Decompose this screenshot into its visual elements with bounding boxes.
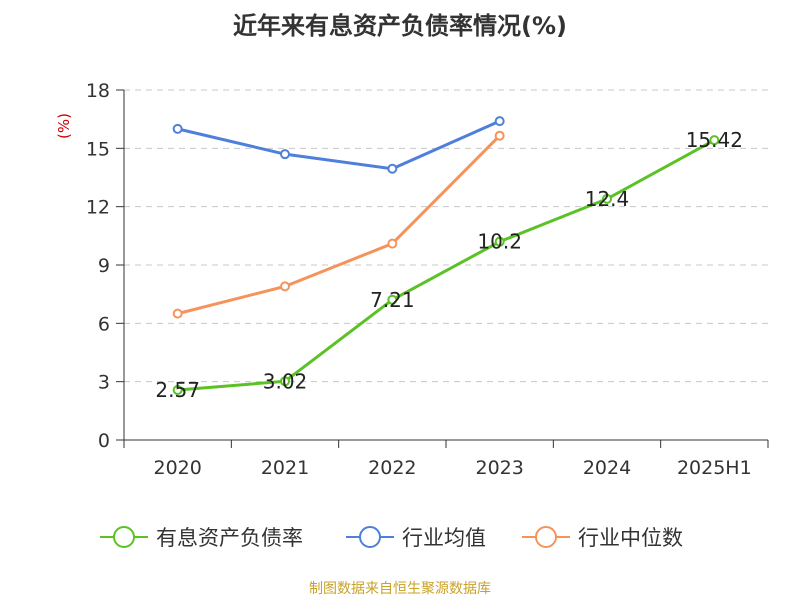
- data-point: [172, 385, 183, 396]
- x-tick-label: 2020: [153, 457, 201, 479]
- data-point: [602, 193, 612, 204]
- legend-label: 行业中位数: [578, 526, 683, 550]
- data-point: [280, 149, 290, 160]
- series-line: [177, 138, 716, 392]
- y-tick-label: 18: [86, 80, 110, 102]
- x-tick-label: 2022: [368, 457, 416, 479]
- y-tick-label: 12: [86, 197, 110, 219]
- legend-label: 有息资产负债率: [156, 526, 303, 550]
- data-point: [280, 281, 290, 292]
- data-labels: 2.57 3.02 7.21 10.2 12.4 15.42: [155, 128, 743, 402]
- data-point: [280, 376, 290, 387]
- grid-lines: [124, 89, 768, 383]
- source-note: 制图数据来自恒生聚源数据库: [309, 581, 491, 597]
- data-label: 12.4: [585, 187, 630, 211]
- data-label: 3.02: [263, 369, 308, 393]
- x-tick-label: 2025H1: [677, 457, 752, 479]
- y-tick-label: 9: [98, 255, 110, 277]
- data-point: [387, 294, 398, 305]
- data-point: [494, 116, 505, 127]
- data-point: [494, 130, 505, 141]
- data-point: [172, 123, 183, 134]
- data-label: 10.2: [477, 230, 522, 254]
- data-point: [387, 238, 398, 249]
- x-tick-label: 2024: [583, 457, 631, 479]
- series-line: [177, 119, 501, 171]
- legend-label: 行业均值: [402, 526, 486, 550]
- data-label: 2.57: [155, 378, 200, 402]
- y-tick-label: 3: [98, 372, 110, 394]
- y-tick-label: 6: [98, 313, 110, 335]
- data-label: 15.42: [686, 128, 743, 152]
- series-layer: [172, 116, 720, 396]
- y-axis-unit: (%): [55, 113, 73, 139]
- series-line: [177, 134, 501, 316]
- y-tick-label: 0: [98, 430, 110, 452]
- data-point: [387, 163, 398, 174]
- legend: 有息资产负债率 行业均值 行业中位数: [100, 526, 683, 550]
- data-point: [709, 135, 720, 146]
- chart-title: 近年来有息资产负债率情况(%): [233, 12, 567, 40]
- y-tick-label: 15: [86, 138, 110, 160]
- data-point: [172, 308, 183, 319]
- data-label: 7.21: [370, 288, 415, 312]
- data-point: [494, 236, 505, 247]
- legend-marker: [359, 526, 381, 548]
- x-tick-label: 2021: [261, 457, 309, 479]
- x-tick-label: 2023: [475, 457, 523, 479]
- legend-marker: [113, 526, 135, 548]
- legend-marker: [535, 526, 557, 548]
- axes: 0 3 6 9 12 15 18 2020 2021 2022 2023 2024 2025H1 (%): [55, 80, 769, 479]
